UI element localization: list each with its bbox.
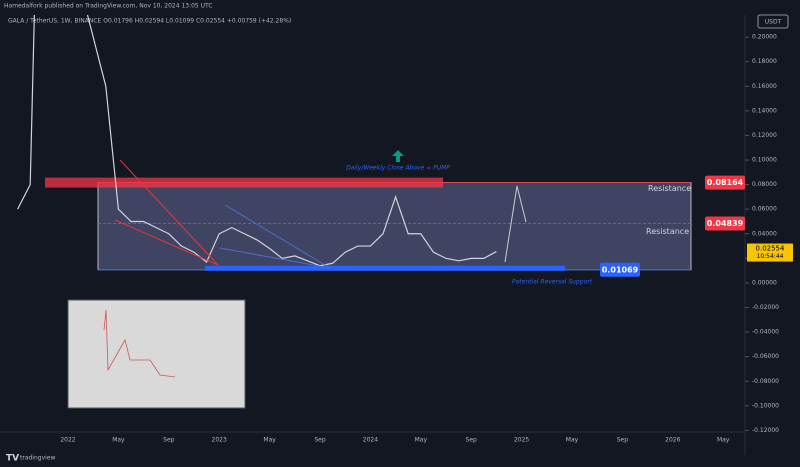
x-tick-label: May	[112, 437, 125, 444]
y-tick-label: -0.12000	[752, 427, 779, 434]
y-tick-label: -0.04000	[752, 329, 779, 336]
x-tick-label: Sep	[466, 437, 478, 444]
logo: TV	[6, 454, 19, 464]
y-tick-label: 0.08000	[752, 181, 777, 188]
support-zone	[205, 265, 565, 271]
currency-box[interactable]	[757, 14, 789, 29]
y-tick-label: -0.06000	[752, 353, 779, 360]
x-tick-label: Sep	[314, 437, 326, 444]
y-tick-label: 0.10000	[752, 157, 777, 164]
x-tick-label: May	[566, 437, 579, 444]
x-tick-label: Sep	[617, 437, 629, 444]
last-price: 0.02554	[756, 245, 785, 253]
x-tick-label: May	[717, 437, 730, 444]
x-tick-label: 2023	[212, 437, 227, 444]
y-tick-label: -0.08000	[752, 378, 779, 385]
y-tick-label: 0.04000	[752, 230, 777, 237]
plot	[17, 15, 692, 271]
level-label: 0.08164	[707, 178, 744, 187]
symbol-info: GALA / TetherUS, 1W, BINANCE O0.01796 H0…	[8, 18, 291, 25]
x-tick-label: Sep	[163, 437, 175, 444]
pump-note: Daily/Weekly Close Above = PUMP	[346, 165, 450, 172]
y-tick-label: -0.10000	[752, 402, 779, 409]
publisher: Hamedalfork published on TradingView.com…	[4, 3, 213, 10]
x-tick-label: 2026	[665, 437, 680, 444]
last-price-tag	[747, 243, 793, 262]
falling-wedge	[114, 159, 219, 266]
level-tag	[705, 216, 745, 231]
x-tick-label: 2022	[60, 437, 75, 444]
x-tick-label: May	[263, 437, 276, 444]
price-line	[17, 15, 497, 267]
y-tick-label: 0.06000	[752, 206, 777, 213]
resistance-mid: Resistance	[646, 227, 689, 236]
resistance-top: Resistance	[648, 184, 691, 193]
x-tick-label: 2025	[514, 437, 529, 444]
level-tag	[600, 262, 640, 277]
y-tick-label: -0.02000	[752, 304, 779, 311]
level-tag	[705, 175, 745, 190]
countdown: 10:54:44	[757, 253, 784, 260]
y-tick-label: 0.18000	[752, 58, 777, 65]
inset-sketch	[103, 309, 176, 378]
y-tick-label: 0.14000	[752, 107, 777, 114]
support-note: Potential Reversal Support	[512, 278, 593, 285]
inset-thumbnail	[67, 299, 246, 409]
y-tick-label: 0.00000	[752, 279, 777, 286]
level-label: 0.04839	[707, 219, 744, 228]
footer: tradingview	[20, 455, 55, 462]
x-tick-label: 2024	[363, 437, 378, 444]
y-tick-label: 0.16000	[752, 83, 777, 90]
projection	[504, 185, 527, 263]
level-label: 0.01069	[602, 265, 639, 274]
x-tick-label: May	[415, 437, 428, 444]
currency: USDT	[765, 19, 782, 26]
pump-arrow	[392, 150, 404, 162]
wedge-2	[219, 204, 331, 269]
range-box	[97, 182, 692, 271]
y-tick-label: 0.20000	[752, 34, 777, 41]
y-tick-label: 0.12000	[752, 132, 777, 139]
